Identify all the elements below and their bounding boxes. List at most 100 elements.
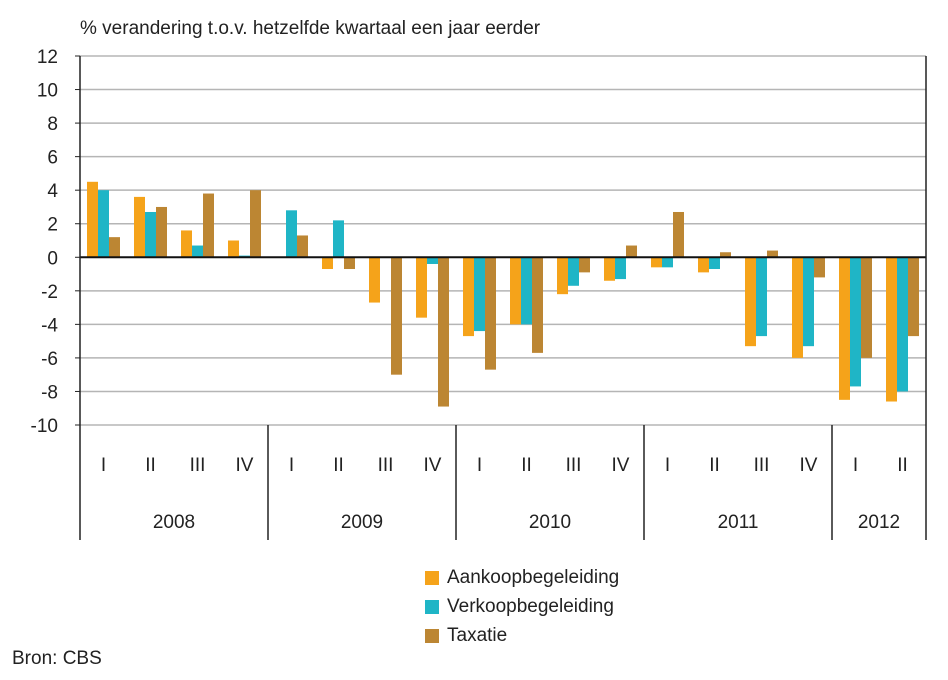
quarter-label: II bbox=[709, 455, 720, 476]
quarter-label: IV bbox=[236, 455, 254, 476]
quarter-label: I bbox=[477, 455, 482, 476]
y-tick-label: 2 bbox=[47, 215, 58, 236]
year-label: 2011 bbox=[718, 512, 759, 533]
legend-swatch bbox=[425, 599, 439, 614]
bar-aankoopbegeleiding bbox=[134, 196, 145, 258]
chart-title: % verandering t.o.v. hetzelfde kwartaal … bbox=[80, 18, 541, 39]
bar-taxatie bbox=[720, 252, 731, 258]
bar-taxatie bbox=[908, 257, 919, 337]
quarter-label: III bbox=[566, 455, 582, 476]
bar-taxatie bbox=[297, 235, 308, 258]
bar-taxatie bbox=[438, 257, 449, 407]
bar-taxatie bbox=[109, 237, 120, 258]
bar-verkoopbegeleiding bbox=[333, 220, 344, 258]
bar-taxatie bbox=[203, 193, 214, 258]
bar-taxatie bbox=[532, 257, 543, 353]
quarter-label: II bbox=[521, 455, 532, 476]
quarter-label: I bbox=[853, 455, 858, 476]
bar-verkoopbegeleiding bbox=[756, 257, 767, 337]
bar-aankoopbegeleiding bbox=[181, 230, 192, 258]
bar-aankoopbegeleiding bbox=[322, 257, 333, 270]
bar-verkoopbegeleiding bbox=[98, 190, 109, 258]
bar-taxatie bbox=[673, 211, 684, 258]
bar-verkoopbegeleiding bbox=[427, 257, 438, 264]
bar-aankoopbegeleiding bbox=[839, 257, 850, 400]
bar-verkoopbegeleiding bbox=[662, 257, 673, 268]
bar-taxatie bbox=[391, 257, 402, 375]
bar-aankoopbegeleiding bbox=[745, 257, 756, 347]
y-tick-label: 10 bbox=[37, 81, 58, 102]
bar-aankoopbegeleiding bbox=[228, 240, 239, 258]
bar-verkoopbegeleiding bbox=[709, 257, 720, 270]
bar-verkoopbegeleiding bbox=[615, 257, 626, 280]
quarter-label: II bbox=[333, 455, 344, 476]
legend-swatch bbox=[425, 570, 439, 585]
bar-taxatie bbox=[344, 257, 355, 270]
y-tick-label: -4 bbox=[41, 315, 58, 336]
year-label: 2012 bbox=[858, 512, 900, 533]
y-tick-label: -2 bbox=[41, 282, 58, 303]
quarter-label: IV bbox=[800, 455, 818, 476]
quarter-label: II bbox=[897, 455, 908, 476]
y-tick-label: 12 bbox=[37, 47, 58, 68]
bar-verkoopbegeleiding bbox=[897, 257, 908, 392]
y-tick-label: -8 bbox=[41, 382, 58, 403]
bar-aankoopbegeleiding bbox=[557, 257, 568, 295]
quarter-label: III bbox=[378, 455, 394, 476]
legend-label: Verkoopbegeleiding bbox=[447, 595, 614, 617]
bar-aankoopbegeleiding bbox=[698, 257, 709, 273]
bar-aankoopbegeleiding bbox=[369, 257, 380, 303]
bar-verkoopbegeleiding bbox=[145, 211, 156, 258]
bar-taxatie bbox=[156, 206, 167, 258]
year-label: 2008 bbox=[153, 512, 195, 533]
legend-item: Aankoopbegeleiding bbox=[425, 563, 619, 592]
bar-verkoopbegeleiding bbox=[803, 257, 814, 347]
bar-aankoopbegeleiding bbox=[87, 181, 98, 258]
bar-aankoopbegeleiding bbox=[463, 257, 474, 337]
bar-taxatie bbox=[579, 257, 590, 273]
bar-verkoopbegeleiding bbox=[521, 257, 532, 325]
legend-item: Taxatie bbox=[425, 621, 619, 650]
quarter-label: I bbox=[289, 455, 294, 476]
quarter-label: II bbox=[145, 455, 156, 476]
source-note: Bron: CBS bbox=[12, 648, 102, 669]
bar-aankoopbegeleiding bbox=[792, 257, 803, 358]
quarter-label: III bbox=[190, 455, 206, 476]
bar-taxatie bbox=[861, 257, 872, 358]
y-tick-label: 4 bbox=[47, 181, 58, 202]
bar-verkoopbegeleiding bbox=[568, 257, 579, 286]
bar-taxatie bbox=[626, 245, 637, 258]
bar-taxatie bbox=[814, 257, 825, 278]
bar-aankoopbegeleiding bbox=[651, 257, 662, 268]
y-tick-label: 6 bbox=[47, 148, 58, 169]
y-tick-label: -6 bbox=[41, 349, 58, 370]
quarter-label: IV bbox=[612, 455, 630, 476]
bar-verkoopbegeleiding bbox=[192, 245, 203, 258]
y-tick-label: 0 bbox=[47, 248, 58, 269]
bar-taxatie bbox=[767, 250, 778, 258]
bar-verkoopbegeleiding bbox=[474, 257, 485, 332]
bar-verkoopbegeleiding bbox=[286, 210, 297, 258]
legend-label: Aankoopbegeleiding bbox=[447, 566, 620, 588]
quarter-label: I bbox=[665, 455, 670, 476]
bar-aankoopbegeleiding bbox=[510, 257, 521, 325]
quarter-label: III bbox=[754, 455, 770, 476]
legend-label: Taxatie bbox=[447, 624, 508, 646]
bar-taxatie bbox=[250, 190, 261, 258]
bar-taxatie bbox=[485, 257, 496, 370]
year-label: 2010 bbox=[529, 512, 571, 533]
bar-aankoopbegeleiding bbox=[416, 257, 427, 318]
year-label: 2009 bbox=[341, 512, 383, 533]
bar-aankoopbegeleiding bbox=[886, 257, 897, 402]
legend-swatch bbox=[425, 628, 439, 643]
legend: Aankoopbegeleiding Verkoopbegeleiding Ta… bbox=[425, 563, 619, 650]
bar-aankoopbegeleiding bbox=[604, 257, 615, 281]
legend-item: Verkoopbegeleiding bbox=[425, 592, 619, 621]
y-tick-label: -10 bbox=[31, 416, 58, 437]
y-tick-label: 8 bbox=[47, 114, 58, 135]
bar-verkoopbegeleiding bbox=[850, 257, 861, 387]
quarter-label: IV bbox=[424, 455, 442, 476]
quarter-label: I bbox=[101, 455, 106, 476]
